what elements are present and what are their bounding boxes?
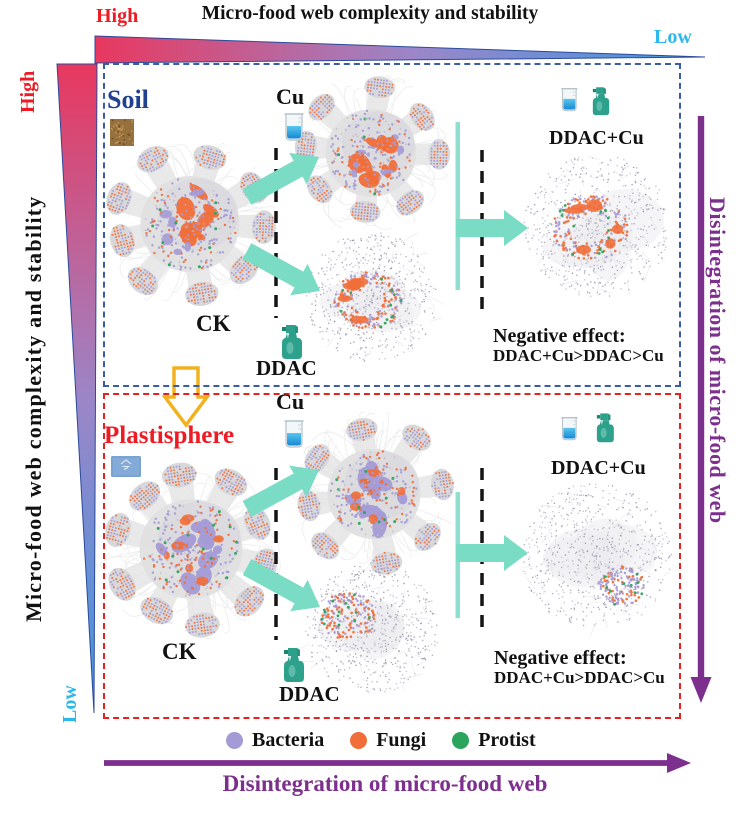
plastisphere-ck-to-cu-arrow — [242, 465, 319, 517]
network-plastisphere-ddac-cu — [521, 483, 672, 638]
legend-item-protist: Protist — [452, 729, 536, 752]
legend-label-protist: Protist — [478, 729, 536, 751]
network-soil-cu — [293, 75, 451, 230]
plastisphere-ck-to-ddac-arrow — [242, 559, 320, 612]
plastisphere-negative-effect-title: Negative effect: — [494, 647, 627, 669]
plastisphere-ck-label: CK — [162, 639, 197, 664]
protist-dot-icon — [452, 732, 470, 749]
soil-negative-effect: Negative effect: DDAC+Cu>DDAC>Cu — [493, 325, 664, 366]
soil-cu-label: Cu — [276, 84, 305, 109]
plastisphere-negative-effect: Negative effect: DDAC+Cu>DDAC>Cu — [494, 647, 665, 688]
plastisphere-ddac-label: DDAC — [279, 682, 340, 706]
legend: Bacteria Fungi Protist — [226, 729, 536, 752]
beaker-icon — [561, 88, 578, 112]
soil-ck-label: CK — [196, 311, 231, 336]
soil-to-ddaccu-arrow — [456, 210, 528, 246]
gradient-wedge-left — [56, 63, 98, 714]
bottom-disintegration-arrow — [104, 753, 691, 773]
soil-ck-to-ddac-arrow — [242, 243, 320, 296]
bottom-axis-title: Disintegration of micro-food web — [222, 771, 548, 796]
plastisphere-ddac-cu-label: DDAC+Cu — [551, 457, 646, 479]
soil-ddac-cu-label: DDAC+Cu — [549, 127, 644, 149]
spray-bottle-icon — [592, 87, 610, 116]
top-axis-high-label: High — [96, 5, 139, 27]
beaker-icon — [284, 420, 304, 448]
beaker-icon — [284, 113, 304, 141]
network-soil-ddac — [306, 232, 445, 362]
plastisphere-to-ddaccu-arrow — [456, 535, 528, 571]
soil-ddac-label: DDAC — [256, 356, 317, 380]
top-axis-title: Micro-food web complexity and stability — [201, 3, 539, 24]
plastisphere-panel-title: Plastisphere — [104, 422, 235, 449]
left-axis-high-label: High — [17, 70, 39, 114]
left-axis-low-label: Low — [59, 685, 81, 723]
soil-result-bar — [455, 122, 460, 290]
legend-label-fungi: Fungi — [376, 729, 427, 751]
soil-negative-effect-title: Negative effect: — [493, 325, 626, 347]
top-axis-low-label: Low — [654, 26, 692, 48]
soil-to-plastisphere-arrow — [161, 366, 211, 428]
left-axis-title: Micro-food web complexity and stability — [21, 195, 46, 622]
spray-bottle-icon — [284, 648, 304, 682]
plastic-film-icon — [111, 456, 141, 477]
fungi-dot-icon — [350, 732, 368, 749]
soil-negative-effect-order: DDAC+Cu>DDAC>Cu — [493, 346, 664, 365]
network-soil-ddac-cu — [523, 155, 668, 297]
right-axis-title: Disintegration of micro-food web — [705, 196, 731, 524]
bacteria-dot-icon — [226, 732, 243, 749]
legend-label-bacteria: Bacteria — [252, 729, 325, 751]
beaker-icon — [561, 417, 578, 441]
spray-bottle-icon — [596, 413, 614, 443]
soil-ck-to-cu-arrow — [242, 152, 319, 205]
legend-item-fungi: Fungi — [350, 729, 426, 752]
plastisphere-panel-box — [103, 393, 681, 719]
network-plastisphere-cu — [291, 411, 454, 575]
gradient-wedge-top — [94, 35, 706, 64]
right-disintegration-arrow — [690, 116, 712, 703]
soil-panel-title: Soil — [107, 85, 149, 114]
soil-panel-box — [103, 63, 681, 387]
plastisphere-negative-effect-order: DDAC+Cu>DDAC>Cu — [494, 668, 665, 687]
soil-sample-icon — [110, 119, 134, 146]
legend-item-bacteria: Bacteria — [226, 729, 324, 752]
plastisphere-cu-label: Cu — [276, 389, 305, 414]
spray-bottle-icon — [282, 325, 302, 359]
network-plastisphere-ddac — [297, 555, 438, 693]
